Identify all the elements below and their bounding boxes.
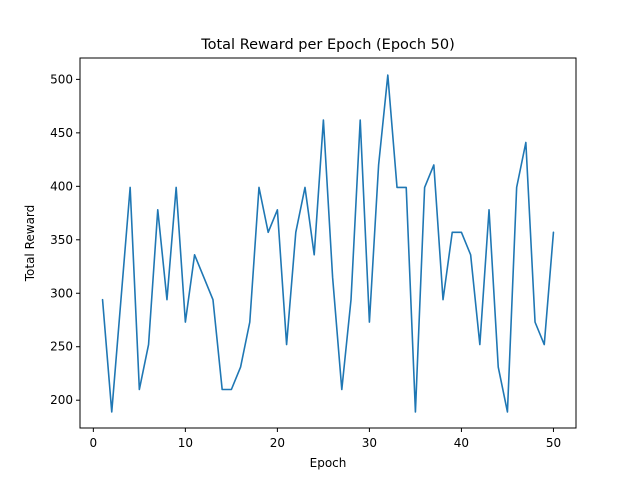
data-point bbox=[286, 344, 287, 345]
data-point bbox=[295, 232, 296, 233]
y-tick-label: 500 bbox=[50, 72, 73, 86]
data-point bbox=[314, 254, 315, 255]
y-tick-label: 350 bbox=[50, 233, 73, 247]
data-point bbox=[323, 120, 324, 121]
data-point bbox=[102, 299, 103, 300]
data-point bbox=[341, 389, 342, 390]
plot-area bbox=[79, 57, 577, 429]
x-axis: 0 10 20 30 40 50 bbox=[90, 428, 561, 450]
data-point bbox=[111, 411, 112, 412]
data-point bbox=[185, 322, 186, 323]
x-tick-label: 0 bbox=[90, 436, 98, 450]
x-tick-label: 40 bbox=[454, 436, 469, 450]
data-point bbox=[452, 232, 453, 233]
data-point bbox=[194, 254, 195, 255]
chart-title: Total Reward per Epoch (Epoch 50) bbox=[200, 37, 455, 53]
data-point bbox=[268, 232, 269, 233]
x-tick-label: 20 bbox=[270, 436, 285, 450]
x-tick-label: 30 bbox=[362, 436, 377, 450]
data-point bbox=[203, 277, 204, 278]
data-point bbox=[415, 411, 416, 412]
data-point bbox=[553, 232, 554, 233]
data-point bbox=[258, 187, 259, 188]
axes-frame bbox=[79, 57, 577, 429]
data-point bbox=[130, 187, 131, 188]
data-point bbox=[424, 187, 425, 188]
data-point bbox=[212, 299, 213, 300]
data-point bbox=[157, 209, 158, 210]
data-point bbox=[222, 389, 223, 390]
data-point bbox=[461, 232, 462, 233]
data-point bbox=[148, 344, 149, 345]
data-point bbox=[304, 187, 305, 188]
data-point bbox=[231, 389, 232, 390]
data-point bbox=[240, 367, 241, 368]
x-tick-label: 10 bbox=[178, 436, 193, 450]
y-tick-label: 200 bbox=[50, 393, 73, 407]
data-point bbox=[249, 322, 250, 323]
y-axis: 200 250 300 350 400 450 500 bbox=[50, 72, 80, 407]
data-point bbox=[544, 344, 545, 345]
data-point bbox=[507, 411, 508, 412]
data-point bbox=[516, 187, 517, 188]
data-point bbox=[397, 187, 398, 188]
data-point bbox=[332, 277, 333, 278]
data-point bbox=[139, 389, 140, 390]
y-tick-label: 300 bbox=[50, 286, 73, 300]
y-tick-label: 450 bbox=[50, 126, 73, 140]
data-point bbox=[166, 299, 167, 300]
data-point bbox=[406, 187, 407, 188]
series-line bbox=[101, 74, 555, 413]
data-point bbox=[369, 322, 370, 323]
data-point bbox=[489, 209, 490, 210]
data-point bbox=[498, 367, 499, 368]
data-point bbox=[525, 142, 526, 143]
data-point bbox=[277, 209, 278, 210]
data-point bbox=[479, 344, 480, 345]
data-point bbox=[470, 254, 471, 255]
y-tick-label: 250 bbox=[50, 340, 73, 354]
y-axis-label: Total Reward bbox=[23, 205, 37, 283]
data-point bbox=[351, 299, 352, 300]
data-point bbox=[360, 120, 361, 121]
data-point bbox=[535, 322, 536, 323]
data-point bbox=[433, 164, 434, 165]
data-point bbox=[176, 187, 177, 188]
x-tick-label: 50 bbox=[546, 436, 561, 450]
series-layer bbox=[101, 74, 555, 413]
data-point bbox=[378, 164, 379, 165]
y-tick-label: 400 bbox=[50, 179, 73, 193]
data-point bbox=[120, 299, 121, 300]
data-point bbox=[443, 299, 444, 300]
x-axis-label: Epoch bbox=[310, 456, 347, 470]
data-point bbox=[387, 75, 388, 76]
